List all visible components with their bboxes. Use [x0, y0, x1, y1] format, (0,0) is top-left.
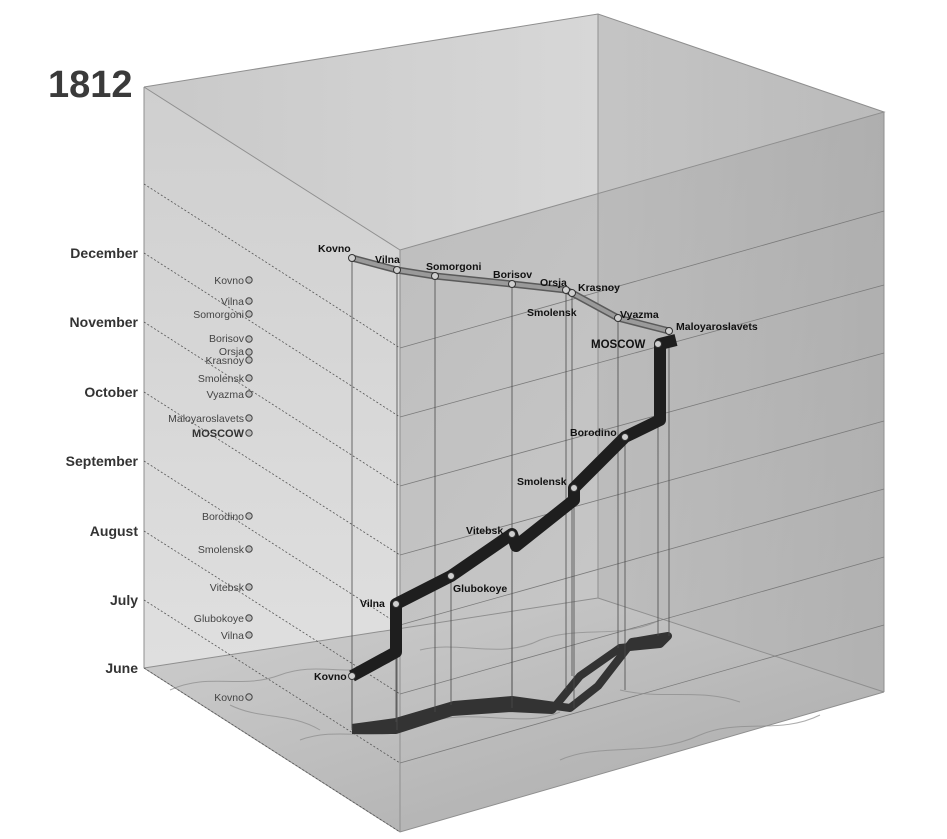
svg-text:Somorgoni: Somorgoni	[193, 309, 244, 321]
svg-text:Vyazma: Vyazma	[206, 389, 244, 401]
svg-text:Smolensk: Smolensk	[198, 373, 245, 385]
timeline-item: Smolensk	[198, 373, 253, 385]
floor	[144, 598, 884, 832]
label-vitebsk: Vitebsk	[466, 525, 503, 537]
timeline-item: Glubokoye	[194, 613, 253, 625]
label-vilna-retreat: Vilna	[375, 254, 400, 266]
svg-text:Krasnoy: Krasnoy	[205, 355, 244, 367]
route-nodes	[348, 254, 673, 680]
label-borisov: Borisov	[493, 269, 532, 281]
timeline-item: Smolensk	[198, 544, 253, 556]
ground-track	[351, 632, 672, 734]
svg-text:MOSCOW: MOSCOW	[192, 428, 245, 440]
label-somorgoni: Somorgoni	[426, 261, 481, 273]
label-smolensk: Smolensk	[517, 476, 567, 488]
svg-text:Orsja: Orsja	[219, 346, 244, 358]
svg-text:Borisov: Borisov	[209, 333, 245, 345]
timeline-item: MOSCOW	[192, 428, 253, 440]
label-kovno-retreat: Kovno	[318, 243, 351, 255]
timeline-item: Krasnoy	[205, 355, 253, 367]
month-november: November	[70, 314, 139, 330]
timeline-item: Vilna	[221, 296, 253, 308]
label-moscow: MOSCOW	[591, 339, 645, 351]
svg-text:Vitebsk: Vitebsk	[210, 582, 245, 594]
svg-text:Smolensk: Smolensk	[198, 544, 245, 556]
label-borodino: Borodino	[570, 427, 617, 439]
label-maloyaroslavets: Maloyaroslavets	[676, 321, 758, 333]
label-vyazma: Vyazma	[620, 309, 659, 321]
month-june: June	[105, 660, 138, 676]
svg-text:Borodino: Borodino	[202, 511, 244, 523]
month-august: August	[90, 523, 139, 539]
retreat-path	[348, 254, 673, 335]
timeline-place-list: Kovno Vilna Glubokoye Vitebsk Smolensk B…	[168, 275, 253, 704]
timeline-item: Borodino	[202, 511, 253, 523]
right-wall-shade	[598, 14, 884, 692]
svg-text:Vilna: Vilna	[221, 296, 244, 308]
retreat-labels: Maloyaroslavets Vyazma Smolensk Krasnoy …	[318, 243, 758, 333]
year-title: 1812	[48, 64, 133, 106]
label-kovno: Kovno	[314, 671, 347, 683]
timeline-item: Somorgoni	[193, 309, 253, 321]
svg-text:Vilna: Vilna	[221, 630, 244, 642]
month-axis: June July August September October Novem…	[66, 245, 139, 676]
label-smolensk-retreat: Smolensk	[527, 307, 577, 319]
timeline-item: Vilna	[221, 630, 253, 642]
timeline-item: Orsja	[219, 346, 253, 358]
timeline-item: Vyazma	[206, 389, 253, 401]
svg-text:Kovno: Kovno	[214, 692, 244, 704]
label-orsja: Orsja	[540, 277, 567, 289]
advance-path	[349, 334, 678, 682]
back-wall	[144, 87, 400, 770]
timeline-item: Kovno	[214, 692, 253, 704]
month-july: July	[110, 592, 138, 608]
month-september: September	[66, 453, 139, 469]
label-krasnoy: Krasnoy	[578, 282, 620, 294]
label-vilna: Vilna	[360, 598, 385, 610]
month-october: October	[84, 384, 138, 400]
label-glubokoye: Glubokoye	[453, 583, 507, 595]
month-december: December	[70, 245, 138, 261]
svg-text:Maloyaroslavets: Maloyaroslavets	[168, 413, 244, 425]
timeline-item: Kovno	[214, 275, 253, 287]
advance-labels: Kovno Vilna Glubokoye Vitebsk Smolensk B…	[314, 339, 645, 683]
svg-text:Glubokoye: Glubokoye	[194, 613, 244, 625]
timeline-item: Vitebsk	[210, 582, 253, 594]
timeline-item: Borisov	[209, 333, 253, 345]
svg-text:Kovno: Kovno	[214, 275, 244, 287]
timeline-item: Maloyaroslavets	[168, 413, 253, 425]
